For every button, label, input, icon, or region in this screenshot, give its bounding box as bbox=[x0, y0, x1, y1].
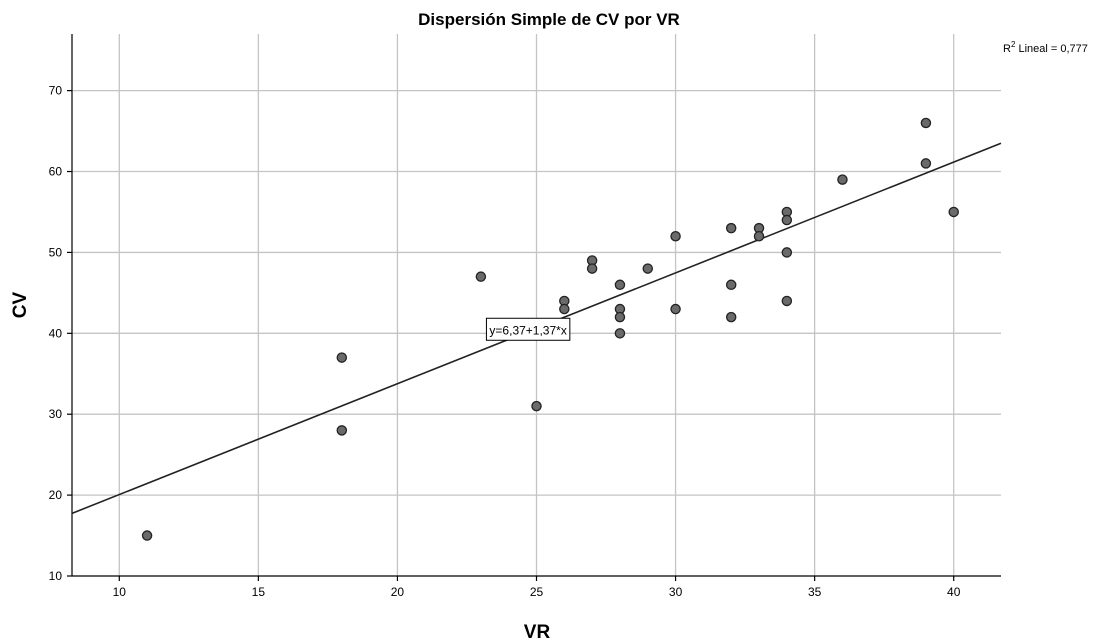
equation-label-group: y=6,37+1,37*x bbox=[485, 317, 571, 341]
x-tick-label: 25 bbox=[530, 585, 544, 599]
y-tick-label: 20 bbox=[49, 488, 63, 502]
grid-layer bbox=[72, 34, 1001, 576]
data-point bbox=[670, 303, 681, 315]
points-layer bbox=[141, 117, 959, 541]
equation-label: y=6,37+1,37*x bbox=[489, 323, 566, 337]
data-point bbox=[642, 263, 654, 274]
data-point bbox=[141, 530, 153, 541]
data-point bbox=[670, 230, 681, 242]
x-tick-label: 20 bbox=[391, 585, 405, 599]
chart-title: Dispersión Simple de CV por VR bbox=[418, 10, 680, 29]
y-tick-label: 30 bbox=[49, 407, 63, 421]
data-point bbox=[781, 214, 793, 226]
equation-box bbox=[485, 317, 571, 341]
data-point bbox=[614, 279, 626, 291]
data-point bbox=[725, 311, 737, 323]
x-tick-label: 40 bbox=[947, 585, 961, 599]
data-point bbox=[559, 303, 570, 315]
data-point bbox=[531, 400, 542, 412]
data-point bbox=[920, 117, 932, 129]
y-tick-label: 70 bbox=[49, 84, 63, 98]
data-point bbox=[475, 271, 487, 282]
y-tick-label: 10 bbox=[49, 569, 63, 583]
r2-label: R2 Lineal = 0,777 bbox=[1003, 40, 1088, 55]
data-point bbox=[781, 247, 793, 258]
axis-layer: 10 15 20 25 30 35 40 10 20 30 40 50 60 70 bbox=[49, 34, 1001, 599]
y-tick-label: 60 bbox=[49, 165, 63, 179]
data-point bbox=[336, 352, 348, 363]
x-tick-label: 10 bbox=[113, 585, 127, 599]
data-point bbox=[586, 263, 598, 274]
x-tick-label: 35 bbox=[808, 585, 822, 599]
data-point bbox=[781, 295, 793, 307]
data-point bbox=[725, 279, 737, 291]
y-axis-label: CV bbox=[10, 291, 31, 318]
data-point bbox=[837, 174, 848, 185]
y-tick-label: 50 bbox=[49, 245, 63, 259]
data-point bbox=[336, 425, 348, 436]
data-point bbox=[725, 222, 737, 234]
y-tick-label: 40 bbox=[49, 326, 63, 340]
x-axis-label: VR bbox=[524, 622, 551, 643]
x-tick-label: 30 bbox=[669, 585, 683, 599]
data-point bbox=[948, 206, 959, 218]
data-point bbox=[920, 158, 932, 169]
data-point bbox=[614, 311, 626, 323]
x-tick-label: 15 bbox=[252, 585, 266, 599]
data-point bbox=[614, 328, 626, 339]
data-point bbox=[753, 230, 765, 242]
